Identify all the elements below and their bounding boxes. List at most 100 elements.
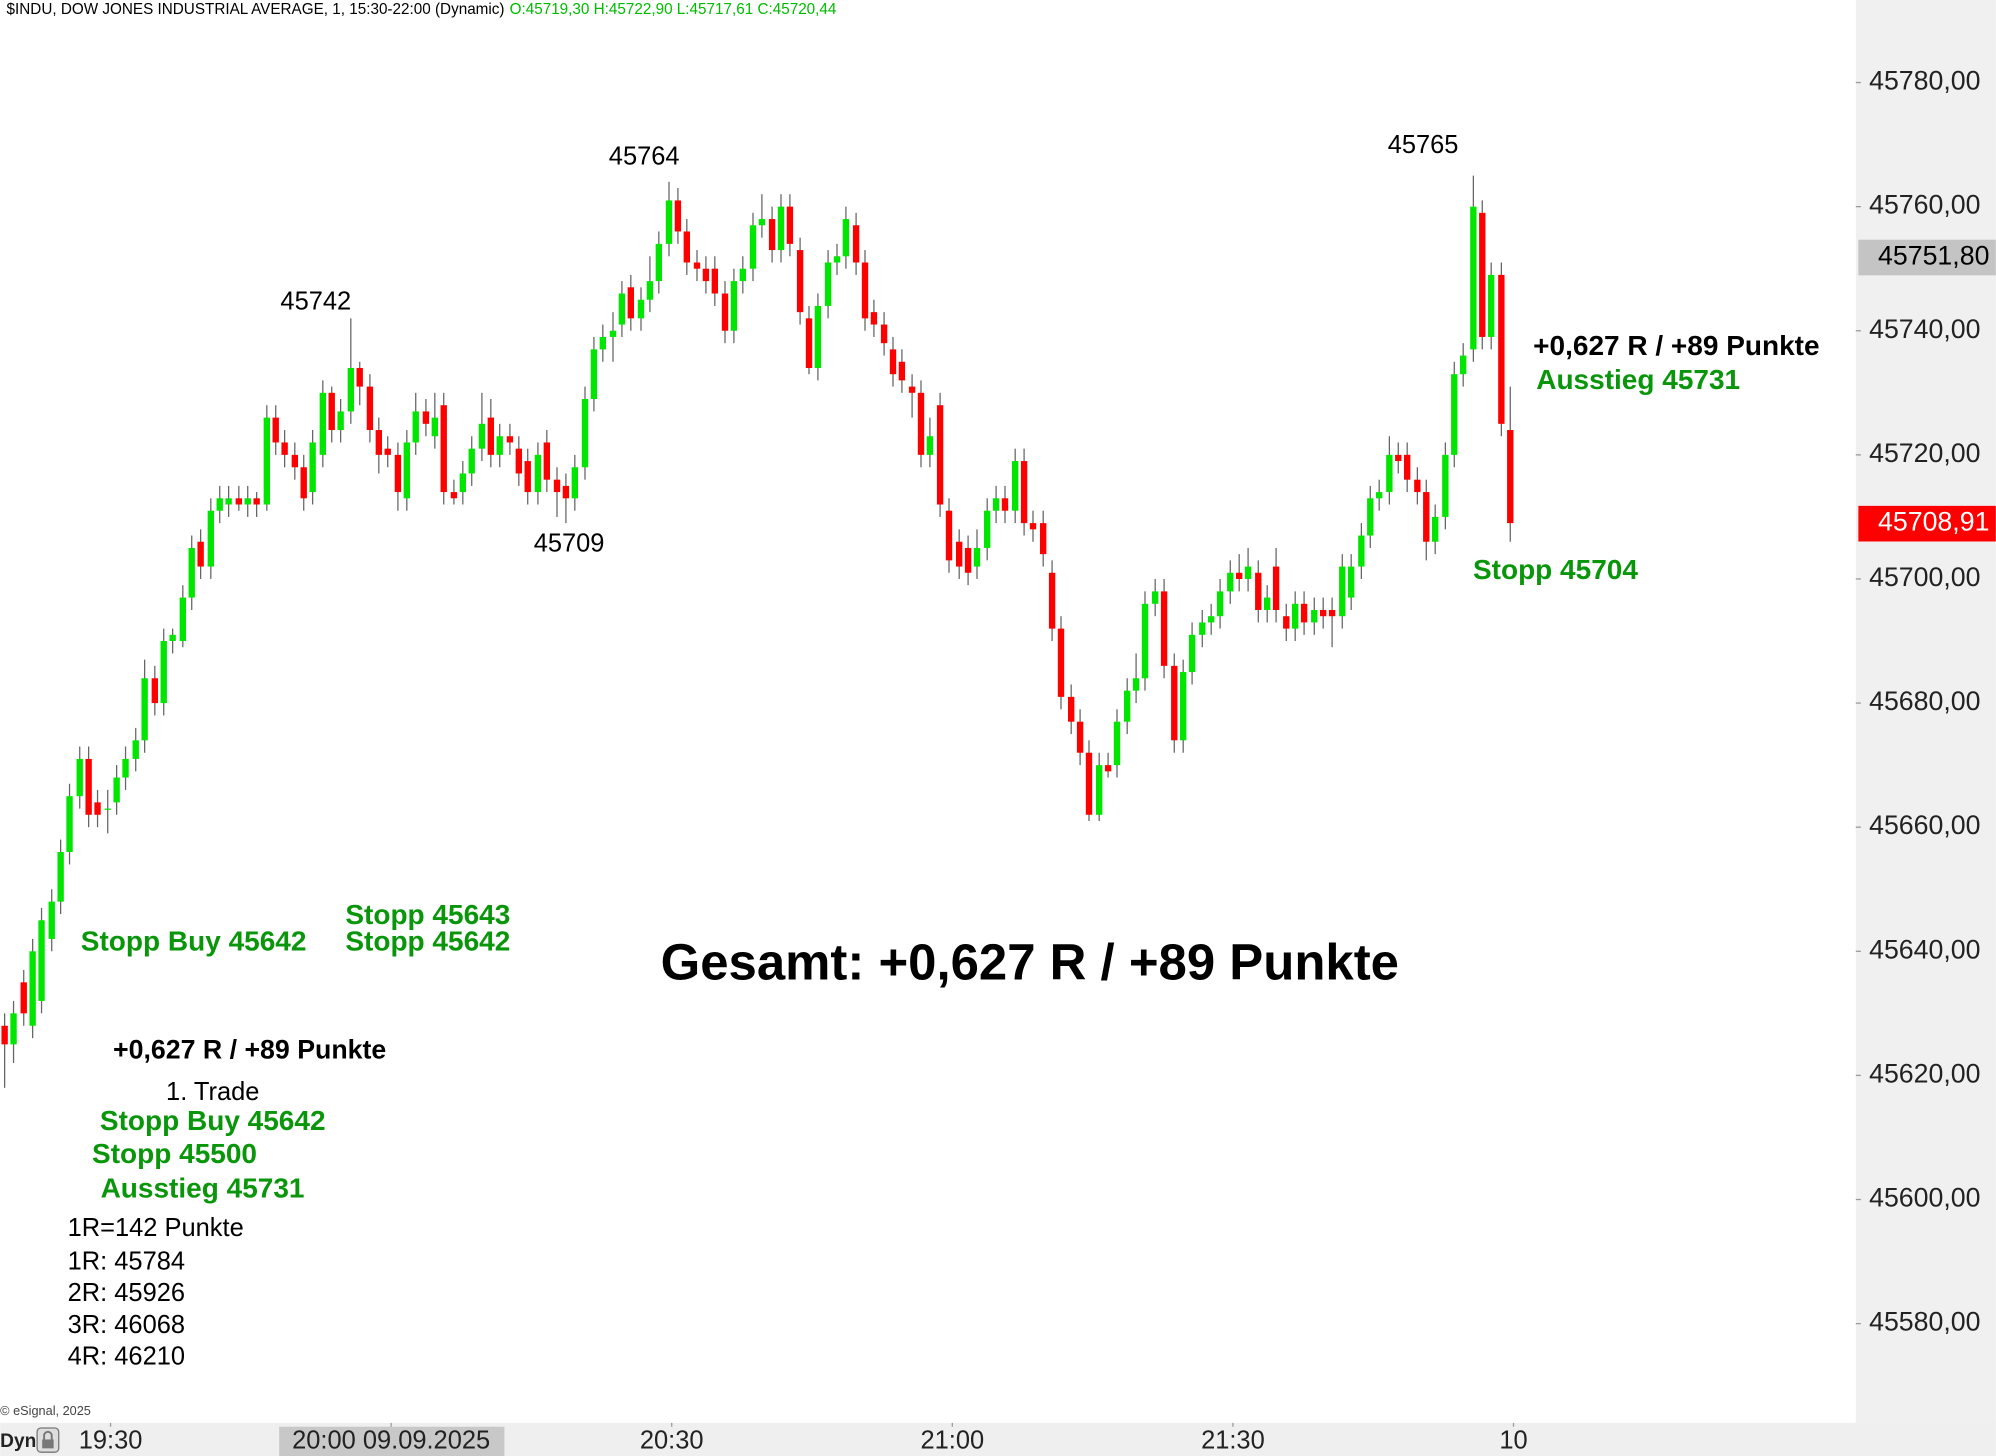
candle-body bbox=[263, 417, 270, 505]
annotation: Stopp 45643 bbox=[345, 899, 510, 930]
price-marker-label: 45708,91 bbox=[1878, 507, 1989, 537]
candle-body bbox=[562, 485, 570, 499]
annotation: 1. Trade bbox=[166, 1078, 259, 1106]
y-tick-label: 45640,00 bbox=[1869, 934, 1980, 964]
y-tick-label: 45680,00 bbox=[1869, 686, 1980, 716]
candle-body bbox=[1404, 454, 1411, 480]
candle-body bbox=[768, 219, 776, 251]
candle-body bbox=[1020, 461, 1028, 524]
candle-body bbox=[1076, 721, 1084, 753]
candle-body bbox=[113, 777, 120, 803]
candle-body bbox=[160, 641, 167, 704]
candle-body bbox=[1199, 622, 1206, 635]
candle-body bbox=[1498, 274, 1505, 424]
lock-icon bbox=[36, 1427, 60, 1453]
y-tick-label: 45740,00 bbox=[1869, 314, 1980, 344]
candle-body bbox=[291, 454, 298, 468]
candle-body bbox=[870, 312, 878, 325]
candle-body bbox=[1, 1025, 8, 1045]
candle-body bbox=[384, 448, 391, 455]
price-marker bbox=[1858, 505, 1996, 542]
candle-body bbox=[1171, 665, 1178, 741]
candle-body bbox=[945, 510, 953, 561]
candle-body bbox=[1292, 603, 1299, 629]
candle-body bbox=[1460, 355, 1467, 375]
x-tick-label: 10 bbox=[1499, 1427, 1527, 1455]
candle-body bbox=[132, 740, 139, 759]
candle-body bbox=[440, 405, 447, 493]
candle-body bbox=[216, 498, 223, 511]
candle-body bbox=[235, 498, 242, 505]
candle-body bbox=[1414, 479, 1421, 493]
candle-body bbox=[450, 492, 458, 499]
candle-body bbox=[1358, 535, 1365, 567]
candle-body bbox=[665, 200, 673, 244]
candle-body bbox=[805, 318, 813, 368]
candle-body bbox=[1132, 678, 1140, 691]
annotation: Stopp Buy 45642 bbox=[100, 1105, 326, 1136]
candle-body bbox=[356, 367, 363, 387]
y-tick-label: 45600,00 bbox=[1869, 1183, 1980, 1213]
candle-body bbox=[515, 448, 522, 474]
candle-body bbox=[38, 920, 45, 1001]
candle-body bbox=[1236, 572, 1243, 579]
candle-body bbox=[964, 547, 972, 573]
candle-body bbox=[655, 243, 662, 282]
x-tick-label: 21:30 bbox=[1201, 1427, 1265, 1455]
candle-body bbox=[10, 1013, 17, 1045]
candle-body bbox=[1029, 523, 1037, 530]
candle-body bbox=[908, 386, 916, 393]
candle-body bbox=[1124, 690, 1131, 722]
candle-body bbox=[478, 423, 486, 449]
x-tick-label: 20:30 bbox=[640, 1427, 704, 1455]
candle-body bbox=[1507, 430, 1514, 524]
candle-body bbox=[244, 498, 251, 505]
price-marker-label: 45751,80 bbox=[1878, 241, 1989, 271]
candle-body bbox=[1339, 566, 1346, 617]
candle-body bbox=[796, 250, 804, 313]
candle-body bbox=[347, 367, 354, 412]
candle-body bbox=[758, 219, 766, 226]
candle-body bbox=[1188, 634, 1196, 673]
candle-body bbox=[1113, 721, 1121, 766]
candle-body bbox=[1141, 603, 1149, 679]
candle-body bbox=[309, 442, 316, 493]
candle-body bbox=[618, 293, 626, 325]
candle-body bbox=[917, 392, 925, 455]
candle-body bbox=[1152, 591, 1159, 604]
candle-body bbox=[506, 436, 514, 443]
chart-title: $INDU, DOW JONES INDUSTRIAL AVERAGE, 1, … bbox=[7, 1, 505, 18]
annotation: 45742 bbox=[280, 288, 351, 316]
candle-body bbox=[459, 473, 466, 493]
candle-body bbox=[1479, 212, 1486, 337]
candle-body bbox=[926, 436, 934, 455]
candle-body bbox=[956, 541, 963, 567]
candle-body bbox=[188, 547, 195, 598]
candle-body bbox=[524, 461, 531, 493]
candle-body bbox=[861, 262, 869, 319]
candle-body bbox=[674, 200, 682, 232]
candle-body bbox=[1048, 572, 1056, 629]
annotation: Ausstieg 45731 bbox=[101, 1172, 305, 1203]
candle-body bbox=[1470, 206, 1477, 350]
candle-body bbox=[20, 982, 27, 1014]
candle-body bbox=[889, 349, 897, 375]
candle-body bbox=[1085, 752, 1093, 815]
candle-body bbox=[366, 386, 374, 431]
candle-body bbox=[1311, 609, 1318, 623]
candle-body bbox=[1012, 461, 1019, 511]
candle-body bbox=[553, 479, 561, 493]
candle-body bbox=[1001, 498, 1009, 511]
candle-body bbox=[431, 417, 438, 437]
candle-body bbox=[328, 392, 335, 431]
candle-body bbox=[76, 758, 83, 797]
candle-body bbox=[1386, 454, 1393, 493]
candle-body bbox=[66, 796, 73, 853]
annotation: Stopp 45704 bbox=[1473, 554, 1638, 585]
y-tick-label: 45700,00 bbox=[1869, 562, 1980, 592]
candle-body bbox=[272, 417, 279, 443]
y-tick-label: 45580,00 bbox=[1869, 1307, 1980, 1337]
x-tick-highlight bbox=[279, 1426, 505, 1456]
candle-body bbox=[581, 399, 589, 468]
candle-body bbox=[1216, 591, 1224, 617]
